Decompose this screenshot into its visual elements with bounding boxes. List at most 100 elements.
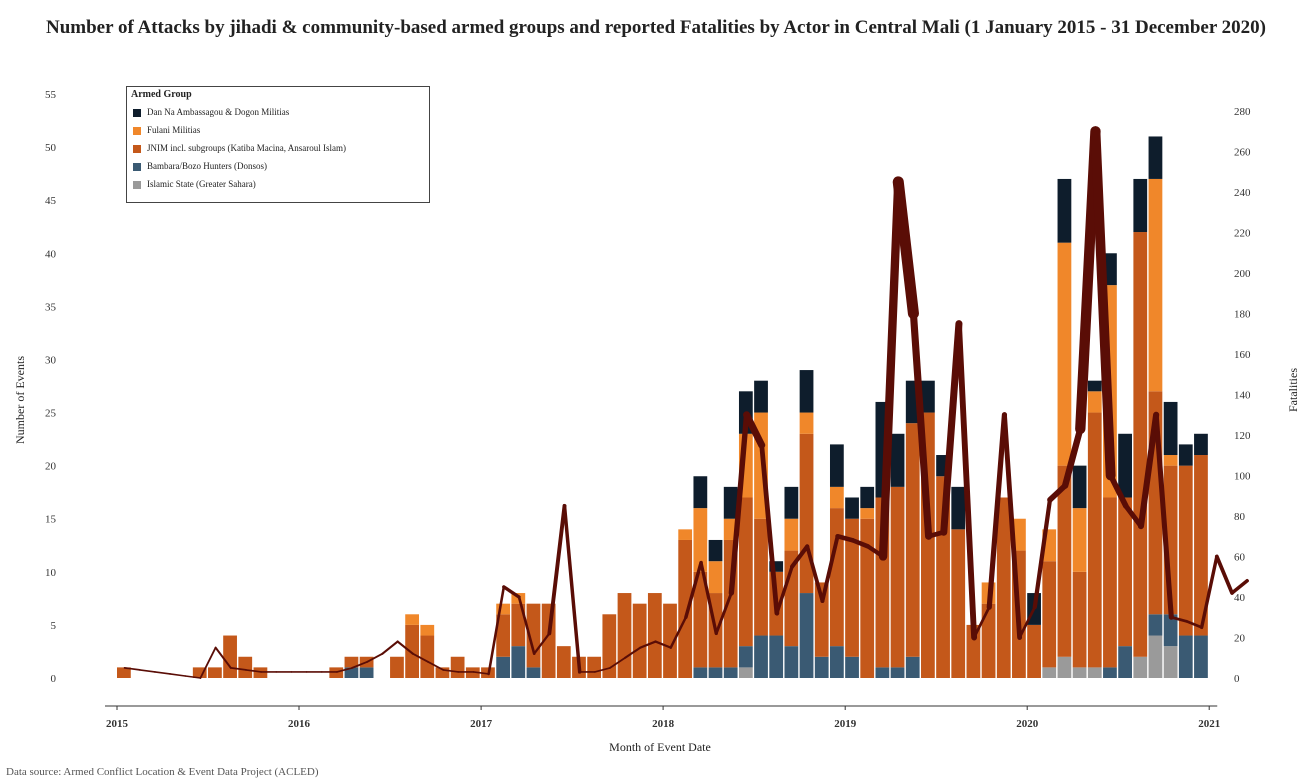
fatalities-line-segment: [517, 595, 536, 656]
fatalities-line-segment: [759, 442, 780, 616]
fatalities-line-segment: [1185, 619, 1203, 629]
bar-segment-jnim-2017-02: [496, 614, 511, 657]
fatalities-line-segment: [1090, 126, 1116, 481]
bar-segment-bambara-bozo-hunters-2019-03: [875, 667, 890, 678]
bar-segment-jnim-2018-12: [829, 508, 844, 647]
y2-tick-label: 40: [1234, 592, 1246, 604]
fatalities-line-segment: [123, 667, 141, 671]
fatalities-line-segment: [972, 605, 991, 639]
fatalities-line-segment: [411, 652, 429, 663]
bar-segment-bambara-bozo-hunters-2020-09: [1148, 614, 1163, 636]
legend-swatch: [133, 163, 141, 171]
bar-segment-fulani-militias-2020-05: [1087, 391, 1102, 413]
bar-segment-jnim-2019-11: [996, 497, 1011, 678]
legend-item-bambara-bozo-hunters: Bambara/Bozo Hunters (Donsos): [133, 161, 427, 175]
bar-segment-dan-na-ambassagou-2018-08: [769, 561, 784, 572]
x-tick-label: 2018: [652, 718, 675, 730]
bar-segment-jnim-2018-07: [754, 518, 768, 636]
bar-segment-dan-na-ambassagou-2020-08: [1133, 178, 1148, 233]
bar-segment-jnim-2015-08: [223, 635, 237, 678]
bar-segment-fulani-militias-2018-10: [799, 412, 814, 434]
bar-segment-jnim-2015-10: [253, 667, 268, 678]
y2-tick-label: 20: [1234, 633, 1246, 645]
fatalities-line-segment: [909, 309, 933, 540]
bar-segment-bambara-bozo-hunters-2018-10: [799, 593, 814, 678]
y-tick-label: 30: [45, 355, 57, 367]
bar-segment-fulani-militias-2016-09: [420, 624, 435, 636]
fatalities-line-segment: [892, 176, 919, 320]
bar-segment-dan-na-ambassagou-2019-08: [951, 486, 966, 530]
y-tick-label: 15: [45, 514, 57, 526]
x-axis-label: Month of Event Date: [609, 740, 711, 754]
bar-segment-jnim-2020-12: [1194, 455, 1208, 636]
y2-tick-label: 280: [1234, 106, 1251, 118]
y-tick-label: 0: [51, 673, 57, 685]
bar-segment-jnim-2017-06: [556, 646, 571, 678]
fatalities-line-segment: [1199, 554, 1219, 630]
fatalities-line-segment: [502, 585, 521, 599]
y-tick-label: 40: [45, 248, 57, 260]
bar-segment-bambara-bozo-hunters-2020-12: [1194, 635, 1208, 678]
fatalities-line-segment: [820, 534, 840, 604]
bar-segment-jnim-2020-11: [1178, 465, 1193, 636]
bar-segment-fulani-militias-2018-02: [678, 529, 693, 540]
x-tick-label: 2019: [834, 718, 857, 730]
bar-segment-bambara-bozo-hunters-2018-04: [708, 667, 723, 678]
bar-segment-fulani-militias-2020-09: [1148, 178, 1163, 392]
y-tick-label: 55: [45, 89, 57, 101]
legend-title: Armed Group: [131, 89, 192, 100]
bar-segment-bambara-bozo-hunters-2018-05: [723, 667, 738, 678]
fatalities-line-segment: [562, 504, 582, 674]
legend-label: Islamic State (Greater Sahara): [147, 179, 256, 189]
bar-segment-fulani-militias-2017-02: [496, 603, 511, 615]
axis-layer: 0 5 10 15 20 25 30 35 40 45 50 55 0 20 40 60 80 100 120 140…: [45, 89, 1251, 730]
bar-segment-dan-na-ambassagou-2020-09: [1148, 136, 1163, 179]
fatalities-line-segment: [699, 560, 718, 636]
bar-segment-jnim-2017-09: [602, 614, 617, 678]
bar-segment-jnim-2018-10: [799, 433, 814, 594]
fatalities-line-segment: [684, 560, 703, 619]
fatalities-line-segment: [487, 585, 506, 676]
bar-segment-bambara-bozo-hunters-2016-04: [344, 667, 359, 678]
bar-segment-jnim-2016-08: [405, 624, 419, 678]
bar-segment-bambara-bozo-hunters-2017-02: [496, 656, 511, 678]
fatalities-line-segment: [986, 412, 1008, 610]
bar-segment-fulani-militias-2018-03: [693, 508, 708, 572]
bar-segment-jnim-2019-04: [890, 486, 905, 668]
bar-segment-dan-na-ambassagou-2018-12: [829, 444, 844, 487]
bar-segment-jnim-2016-07: [390, 656, 404, 678]
bar-segment-jnim-2020-03: [1057, 465, 1072, 657]
bar-segment-bambara-bozo-hunters-2016-05: [359, 667, 374, 678]
fatalities-line-segment: [472, 671, 490, 675]
bar-segment-jnim-2018-02: [678, 539, 693, 678]
bar-segment-bambara-bozo-hunters-2018-03: [693, 667, 708, 678]
fatalities-line-segment: [381, 640, 399, 655]
fatalities-line-segment: [654, 640, 672, 649]
fatalities-line-segment: [245, 669, 262, 673]
fatalities-line-segment: [1032, 497, 1053, 610]
source-note: Data source: Armed Conflict Location & E…: [6, 766, 319, 778]
bar-segment-jnim-2015-06: [192, 667, 207, 678]
legend-label: Dan Na Ambassagou & Dogon Militias: [147, 107, 290, 117]
fatalities-line-segment: [955, 320, 978, 641]
legend-item-jnim: JNIM incl. subgroups (Katiba Macina, Ans…: [133, 143, 427, 157]
bar-segment-dan-na-ambassagou-2019-01: [845, 497, 859, 519]
fatalities-line-segment: [229, 667, 247, 671]
fatalities-line-segment: [533, 632, 551, 655]
bar-segment-dan-na-ambassagou-2018-10: [799, 370, 814, 413]
legend-label: Bambara/Bozo Hunters (Donsos): [147, 161, 267, 171]
y-axis-label: Number of Events: [13, 356, 27, 444]
fatalities-line-segment: [609, 656, 627, 669]
bar-segment-jnim-2020-02: [1042, 561, 1057, 668]
bar-segment-dan-na-ambassagou-2018-04: [708, 539, 723, 562]
y2-tick-label: 200: [1234, 268, 1251, 280]
bar-segment-jnim-2019-08: [951, 529, 966, 678]
fatalities-line-segment: [850, 538, 871, 549]
bar-segment-bambara-bozo-hunters-2020-10: [1163, 614, 1178, 647]
bar-segment-fulani-militias-2016-08: [405, 614, 419, 625]
fatalities-line-layer: [123, 126, 1249, 679]
fatalities-line-segment: [775, 564, 794, 615]
bar-segment-jnim-2017-11: [632, 603, 647, 678]
bar-segment-jnim-2017-03: [511, 603, 526, 647]
bar-segment-islamic-state-2020-10: [1163, 646, 1178, 678]
